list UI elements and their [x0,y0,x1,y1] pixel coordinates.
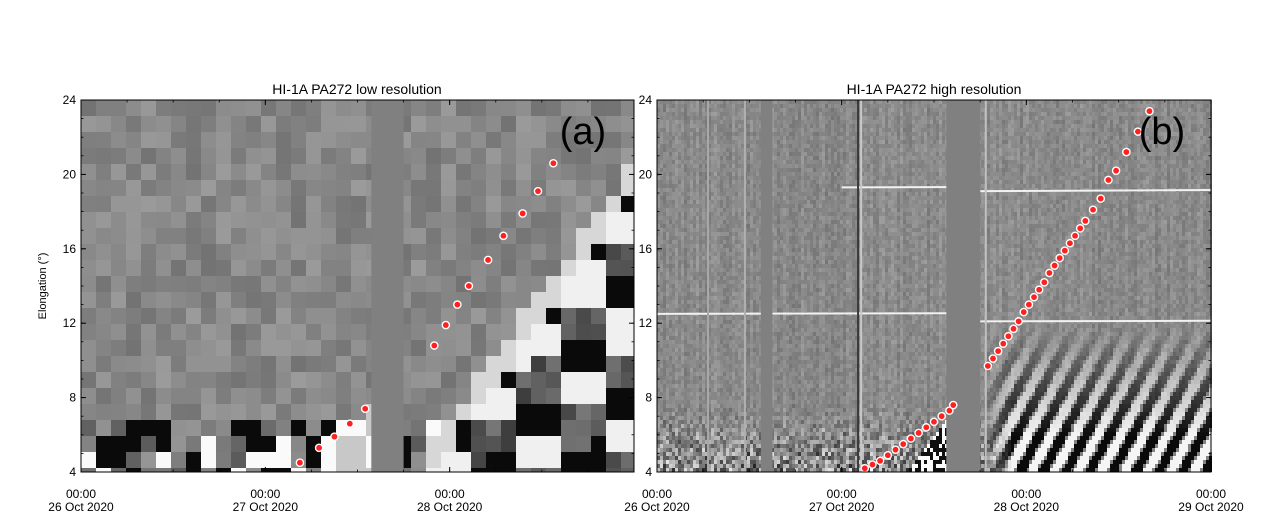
track-point [1145,106,1154,116]
panel-a-y-axis: 4 8 12 16 20 24 [63,93,634,479]
panel-a: HI-1A PA272 low resolution 4 8 12 16 20 24 00… [37,81,635,514]
x-tick-time: 00:00 [435,487,465,501]
track-point [1024,300,1034,309]
track-point [1111,166,1121,175]
track-point [1104,175,1113,185]
track-point [1133,127,1143,136]
track-point [314,443,324,453]
track-point [499,231,508,241]
track-point [1122,147,1131,157]
track-point [993,346,1003,356]
track-point [1014,317,1023,326]
x-tick-time: 00:00 [1196,487,1226,501]
panel-b-title: HI-1A PA272 high resolution [847,81,1022,97]
x-tick-date: 28 Oct 2020 [994,500,1060,514]
track-point [998,339,1008,348]
x-tick-date: 28 Oct 2020 [417,500,483,514]
track-point [1034,285,1044,295]
track-point [533,186,543,196]
track-point [1009,324,1018,334]
track-point [1019,307,1029,317]
panel-b-heatmap [656,100,1212,472]
track-point [1029,292,1039,302]
y-tick-label: 4 [645,465,652,479]
y-tick-label: 24 [639,93,653,107]
track-point [1055,253,1064,263]
track-point [914,428,923,438]
track-point [483,255,493,265]
track-point [860,463,870,473]
x-tick-date: 27 Oct 2020 [809,500,875,514]
y-tick-label: 4 [69,465,76,479]
y-tick-label: 8 [645,391,652,405]
track-point [1060,246,1070,255]
track-point [1039,277,1049,287]
y-tick-label: 24 [63,93,77,107]
track-point [1075,224,1085,233]
x-tick-date: 29 Oct 2020 [1178,500,1244,514]
track-point [1065,238,1075,248]
panel-a-track-points [295,158,558,468]
panel-b-label: (b) [1139,111,1185,153]
y-tick-label: 8 [69,391,76,405]
track-point [898,439,908,449]
track-point [948,400,958,410]
y-tick-label: 12 [63,316,77,330]
panel-b-track-points [860,106,1154,473]
y-tick-label: 12 [639,316,653,330]
x-tick-date: 26 Oct 2020 [48,500,114,514]
track-point [868,460,877,469]
y-tick-label: 16 [639,242,653,256]
track-point [295,458,305,468]
track-point [983,361,993,371]
track-point [464,281,474,291]
panel-b-y-axis: 4 8 12 16 20 24 [639,93,1211,479]
track-point [906,434,916,443]
track-point [1004,331,1013,341]
panel-a-heatmap [81,100,634,472]
x-tick-date: 27 Oct 2020 [233,500,299,514]
x-tick-time: 00:00 [642,487,672,501]
y-tick-label: 20 [639,167,653,181]
panel-b: HI-1A PA272 high resolution 4 8 12 16 20 24 0… [624,81,1244,514]
track-point [453,300,462,309]
track-point [929,417,939,427]
track-point [922,423,931,432]
track-point [549,158,558,168]
x-tick-time: 00:00 [250,487,280,501]
track-point [345,419,355,428]
track-point [1050,261,1059,270]
track-point [988,354,998,363]
track-point [1081,216,1090,226]
track-point [1045,268,1054,278]
track-point [937,411,946,421]
y-axis-label: Elongation (°) [37,253,49,320]
track-point [430,341,439,350]
panel-a-label: (a) [560,111,606,153]
panel-a-title: HI-1A PA272 low resolution [272,81,441,97]
x-tick-time: 00:00 [827,487,857,501]
track-point [1096,194,1106,203]
track-point [441,320,451,330]
y-tick-label: 20 [63,167,77,181]
x-tick-time: 00:00 [66,487,96,501]
track-point [518,209,527,218]
track-point [883,450,893,460]
track-point [875,456,885,466]
x-tick-time: 00:00 [1011,487,1041,501]
track-point [1088,205,1098,215]
x-tick-date: 26 Oct 2020 [624,500,690,514]
y-tick-label: 16 [63,242,77,256]
track-point [1070,231,1080,241]
track-point [360,404,370,414]
track-point [891,445,900,454]
track-point [330,432,339,441]
